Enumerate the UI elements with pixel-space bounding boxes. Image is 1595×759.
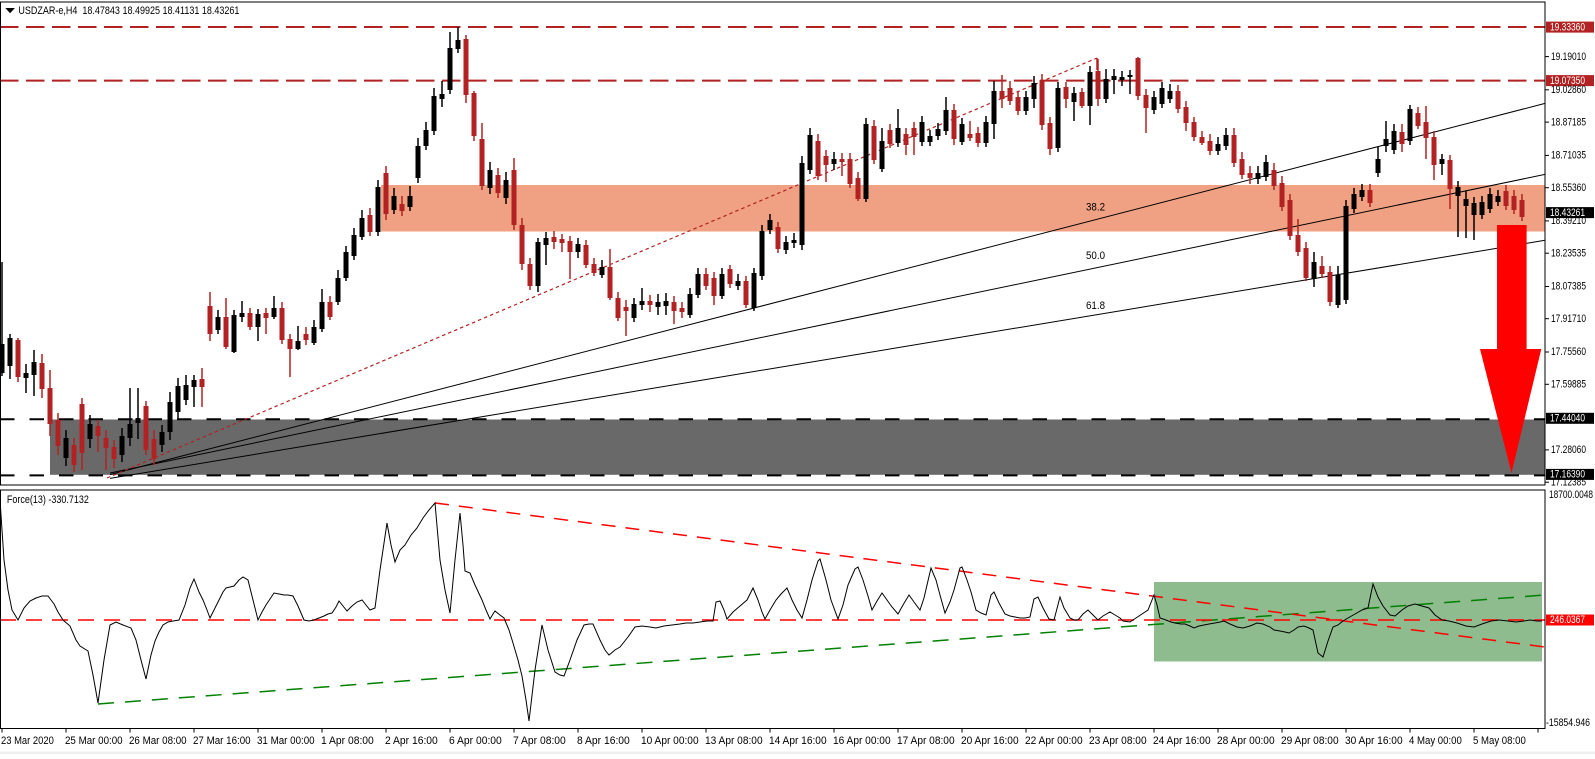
svg-text:18.39210: 18.39210 (1551, 215, 1586, 227)
svg-text:18.71035: 18.71035 (1551, 150, 1586, 162)
svg-text:27 Mar 16:00: 27 Mar 16:00 (193, 735, 251, 747)
svg-text:17.44040: 17.44040 (1550, 413, 1585, 425)
svg-text:16 Apr 00:00: 16 Apr 00:00 (833, 735, 891, 747)
svg-text:7 Apr 08:00: 7 Apr 08:00 (513, 735, 566, 747)
svg-text:6 Apr 00:00: 6 Apr 00:00 (449, 735, 502, 747)
svg-text:25 Mar 00:00: 25 Mar 00:00 (65, 735, 123, 747)
svg-text:31 Mar 00:00: 31 Mar 00:00 (257, 735, 315, 747)
svg-text:24 Apr 16:00: 24 Apr 16:00 (1153, 735, 1211, 747)
svg-text:17 Apr 08:00: 17 Apr 08:00 (897, 735, 955, 747)
svg-text:Force(13) -330.7132: Force(13) -330.7132 (7, 494, 89, 506)
svg-text:17.12385: 17.12385 (1551, 476, 1586, 488)
svg-text:17.16390: 17.16390 (1550, 469, 1585, 481)
svg-text:38.2: 38.2 (1086, 202, 1105, 214)
svg-text:4 May 00:00: 4 May 00:00 (1409, 735, 1462, 747)
svg-text:5 May 08:00: 5 May 08:00 (1473, 735, 1526, 747)
svg-text:1 Apr 08:00: 1 Apr 08:00 (321, 735, 374, 747)
svg-text:18700.0048: 18700.0048 (1549, 489, 1593, 501)
svg-text:28 Apr 00:00: 28 Apr 00:00 (1217, 735, 1275, 747)
svg-text:2 Apr 16:00: 2 Apr 16:00 (385, 735, 438, 747)
svg-text:10 Apr 00:00: 10 Apr 00:00 (641, 735, 699, 747)
svg-text:17.75560: 17.75560 (1551, 346, 1586, 358)
svg-text:19.33360: 19.33360 (1550, 21, 1585, 33)
svg-text:17.91710: 17.91710 (1551, 313, 1586, 325)
svg-text:18.07385: 18.07385 (1551, 281, 1586, 293)
svg-text:20 Apr 16:00: 20 Apr 16:00 (961, 735, 1019, 747)
svg-text:19.19010: 19.19010 (1551, 51, 1586, 63)
svg-text:18.43261: 18.43261 (1550, 207, 1585, 219)
svg-text:50.0: 50.0 (1086, 250, 1105, 262)
svg-text:30 Apr 16:00: 30 Apr 16:00 (1345, 735, 1403, 747)
svg-text:61.8: 61.8 (1086, 300, 1105, 312)
svg-text:USDZAR-e,H4 18.47843 18.49925: USDZAR-e,H4 18.47843 18.49925 18.41131 1… (18, 5, 239, 17)
svg-text:17.28060: 17.28060 (1551, 444, 1586, 456)
svg-text:13 Apr 08:00: 13 Apr 08:00 (705, 735, 763, 747)
svg-text:19.02860: 19.02860 (1551, 84, 1586, 96)
svg-text:23 Mar 2020: 23 Mar 2020 (1, 735, 54, 747)
svg-text:18.87185: 18.87185 (1551, 116, 1586, 128)
svg-text:8 Apr 16:00: 8 Apr 16:00 (577, 735, 630, 747)
svg-text:19.07350: 19.07350 (1550, 75, 1585, 87)
svg-text:22 Apr 00:00: 22 Apr 00:00 (1025, 735, 1083, 747)
svg-text:23 Apr 08:00: 23 Apr 08:00 (1089, 735, 1147, 747)
svg-text:-15854.946: -15854.946 (1546, 717, 1590, 729)
svg-text:29 Apr 08:00: 29 Apr 08:00 (1281, 735, 1339, 747)
svg-text:14 Apr 16:00: 14 Apr 16:00 (769, 735, 827, 747)
svg-text:18.23535: 18.23535 (1551, 247, 1586, 259)
svg-text:18.55360: 18.55360 (1551, 182, 1586, 194)
svg-text:246.0367: 246.0367 (1550, 614, 1585, 626)
svg-text:17.59885: 17.59885 (1551, 379, 1586, 391)
svg-text:26 Mar 08:00: 26 Mar 08:00 (129, 735, 187, 747)
